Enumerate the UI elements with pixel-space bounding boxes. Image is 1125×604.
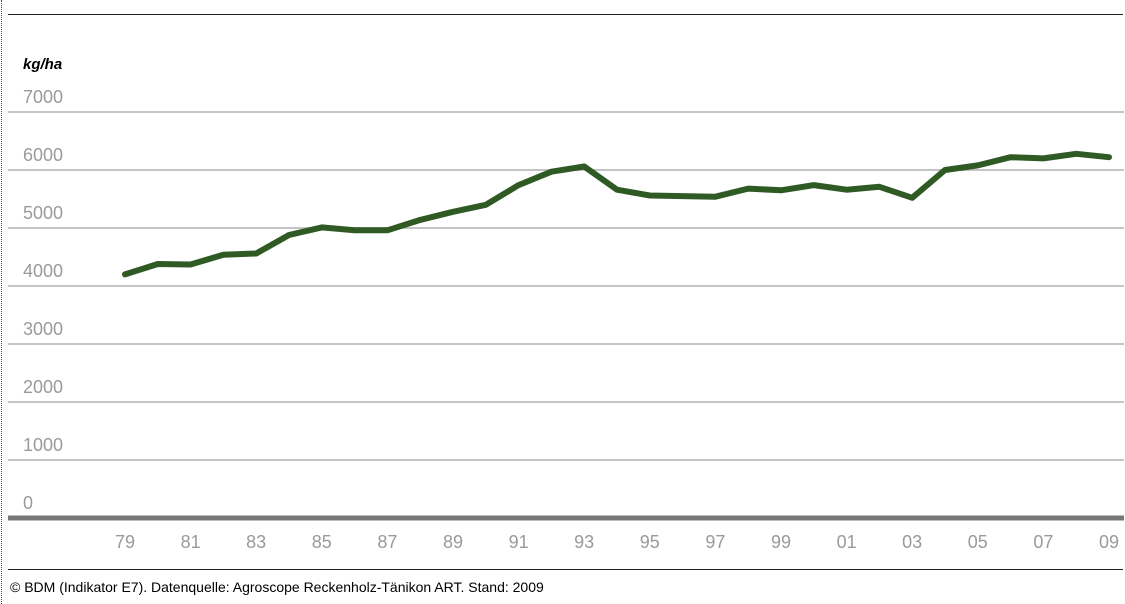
x-tick-label: 81 [181,532,201,552]
y-tick-label: 0 [23,493,33,513]
y-tick-label: 7000 [23,87,63,107]
series-layer [122,150,1112,278]
x-tick-label: 99 [771,532,791,552]
source-footnote: © BDM (Indikator E7). Datenquelle: Agros… [10,579,544,595]
top-rule [8,14,1123,15]
x-tick-label: 83 [246,532,266,552]
x-tick-label: 79 [115,532,135,552]
x-tick-label: 09 [1099,532,1119,552]
y-tick-label: 3000 [23,319,63,339]
x-tick-label: 07 [1033,532,1053,552]
x-tick-label: 05 [968,532,988,552]
x-tick-label: 93 [574,532,594,552]
gridlines [8,111,1124,521]
x-tick-label: 03 [902,532,922,552]
yield-series-line [122,150,1112,278]
y-tick-label: 6000 [23,145,63,165]
x-tick-label: 01 [837,532,857,552]
y-axis-unit-label: kg/ha [23,56,63,73]
x-tick-label: 95 [640,532,660,552]
y-tick-label: 4000 [23,261,63,281]
y-tick-label: 5000 [23,203,63,223]
y-tick-label: 2000 [23,377,63,397]
x-tick-label: 97 [705,532,725,552]
x-tick-label: 89 [443,532,463,552]
x-tick-label: 91 [509,532,529,552]
y-tick-label: 1000 [23,435,63,455]
x-tick-label: 85 [312,532,332,552]
left-border [1,0,2,604]
y-tick-labels: 0 1000 2000 3000 4000 5000 6000 7000 [23,87,63,513]
bottom-rule [8,569,1123,570]
x-tick-label: 87 [377,532,397,552]
x-tick-labels: 79 81 83 85 87 89 91 93 95 97 99 01 03 05 07 09 [115,532,1119,552]
